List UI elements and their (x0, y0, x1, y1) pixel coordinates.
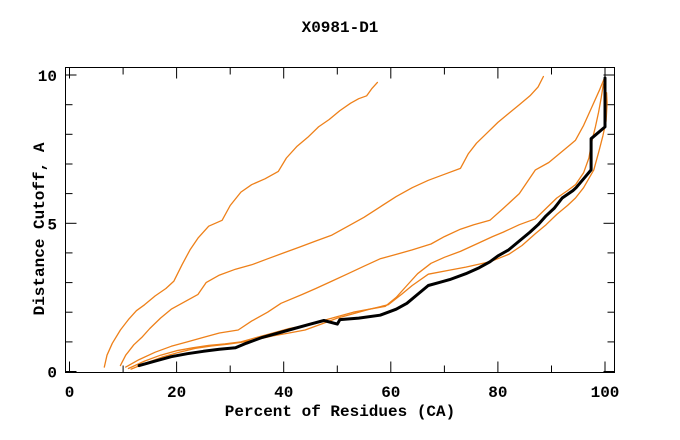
x-tick-label: 100 (591, 384, 620, 402)
model-curve-3 (125, 78, 605, 368)
x-tick-label: 80 (488, 384, 507, 402)
target-curve (137, 76, 607, 368)
axes-layer: 0 20 40 60 80 100 0 5 10 (38, 67, 620, 402)
model-curve-4 (127, 83, 605, 370)
x-tick-label: 40 (274, 384, 293, 402)
curves-layer (103, 75, 608, 370)
model-curve-2 (119, 75, 545, 367)
y-tick-label: 10 (38, 68, 57, 86)
x-axis-label: Percent of Residues (CA) (225, 403, 455, 421)
y-axis-label: Distance Cutoff, A (31, 142, 49, 315)
chart-title: X0981-D1 (302, 19, 379, 37)
x-tick-label: 60 (381, 384, 400, 402)
y-tick-label: 0 (47, 365, 57, 383)
model-curve-1 (103, 81, 379, 368)
y-tick-label: 5 (47, 216, 57, 234)
model-curve-5 (130, 92, 608, 370)
plot-frame (65, 67, 615, 373)
x-tick-label: 20 (167, 384, 186, 402)
x-tick-label: 0 (65, 384, 75, 402)
